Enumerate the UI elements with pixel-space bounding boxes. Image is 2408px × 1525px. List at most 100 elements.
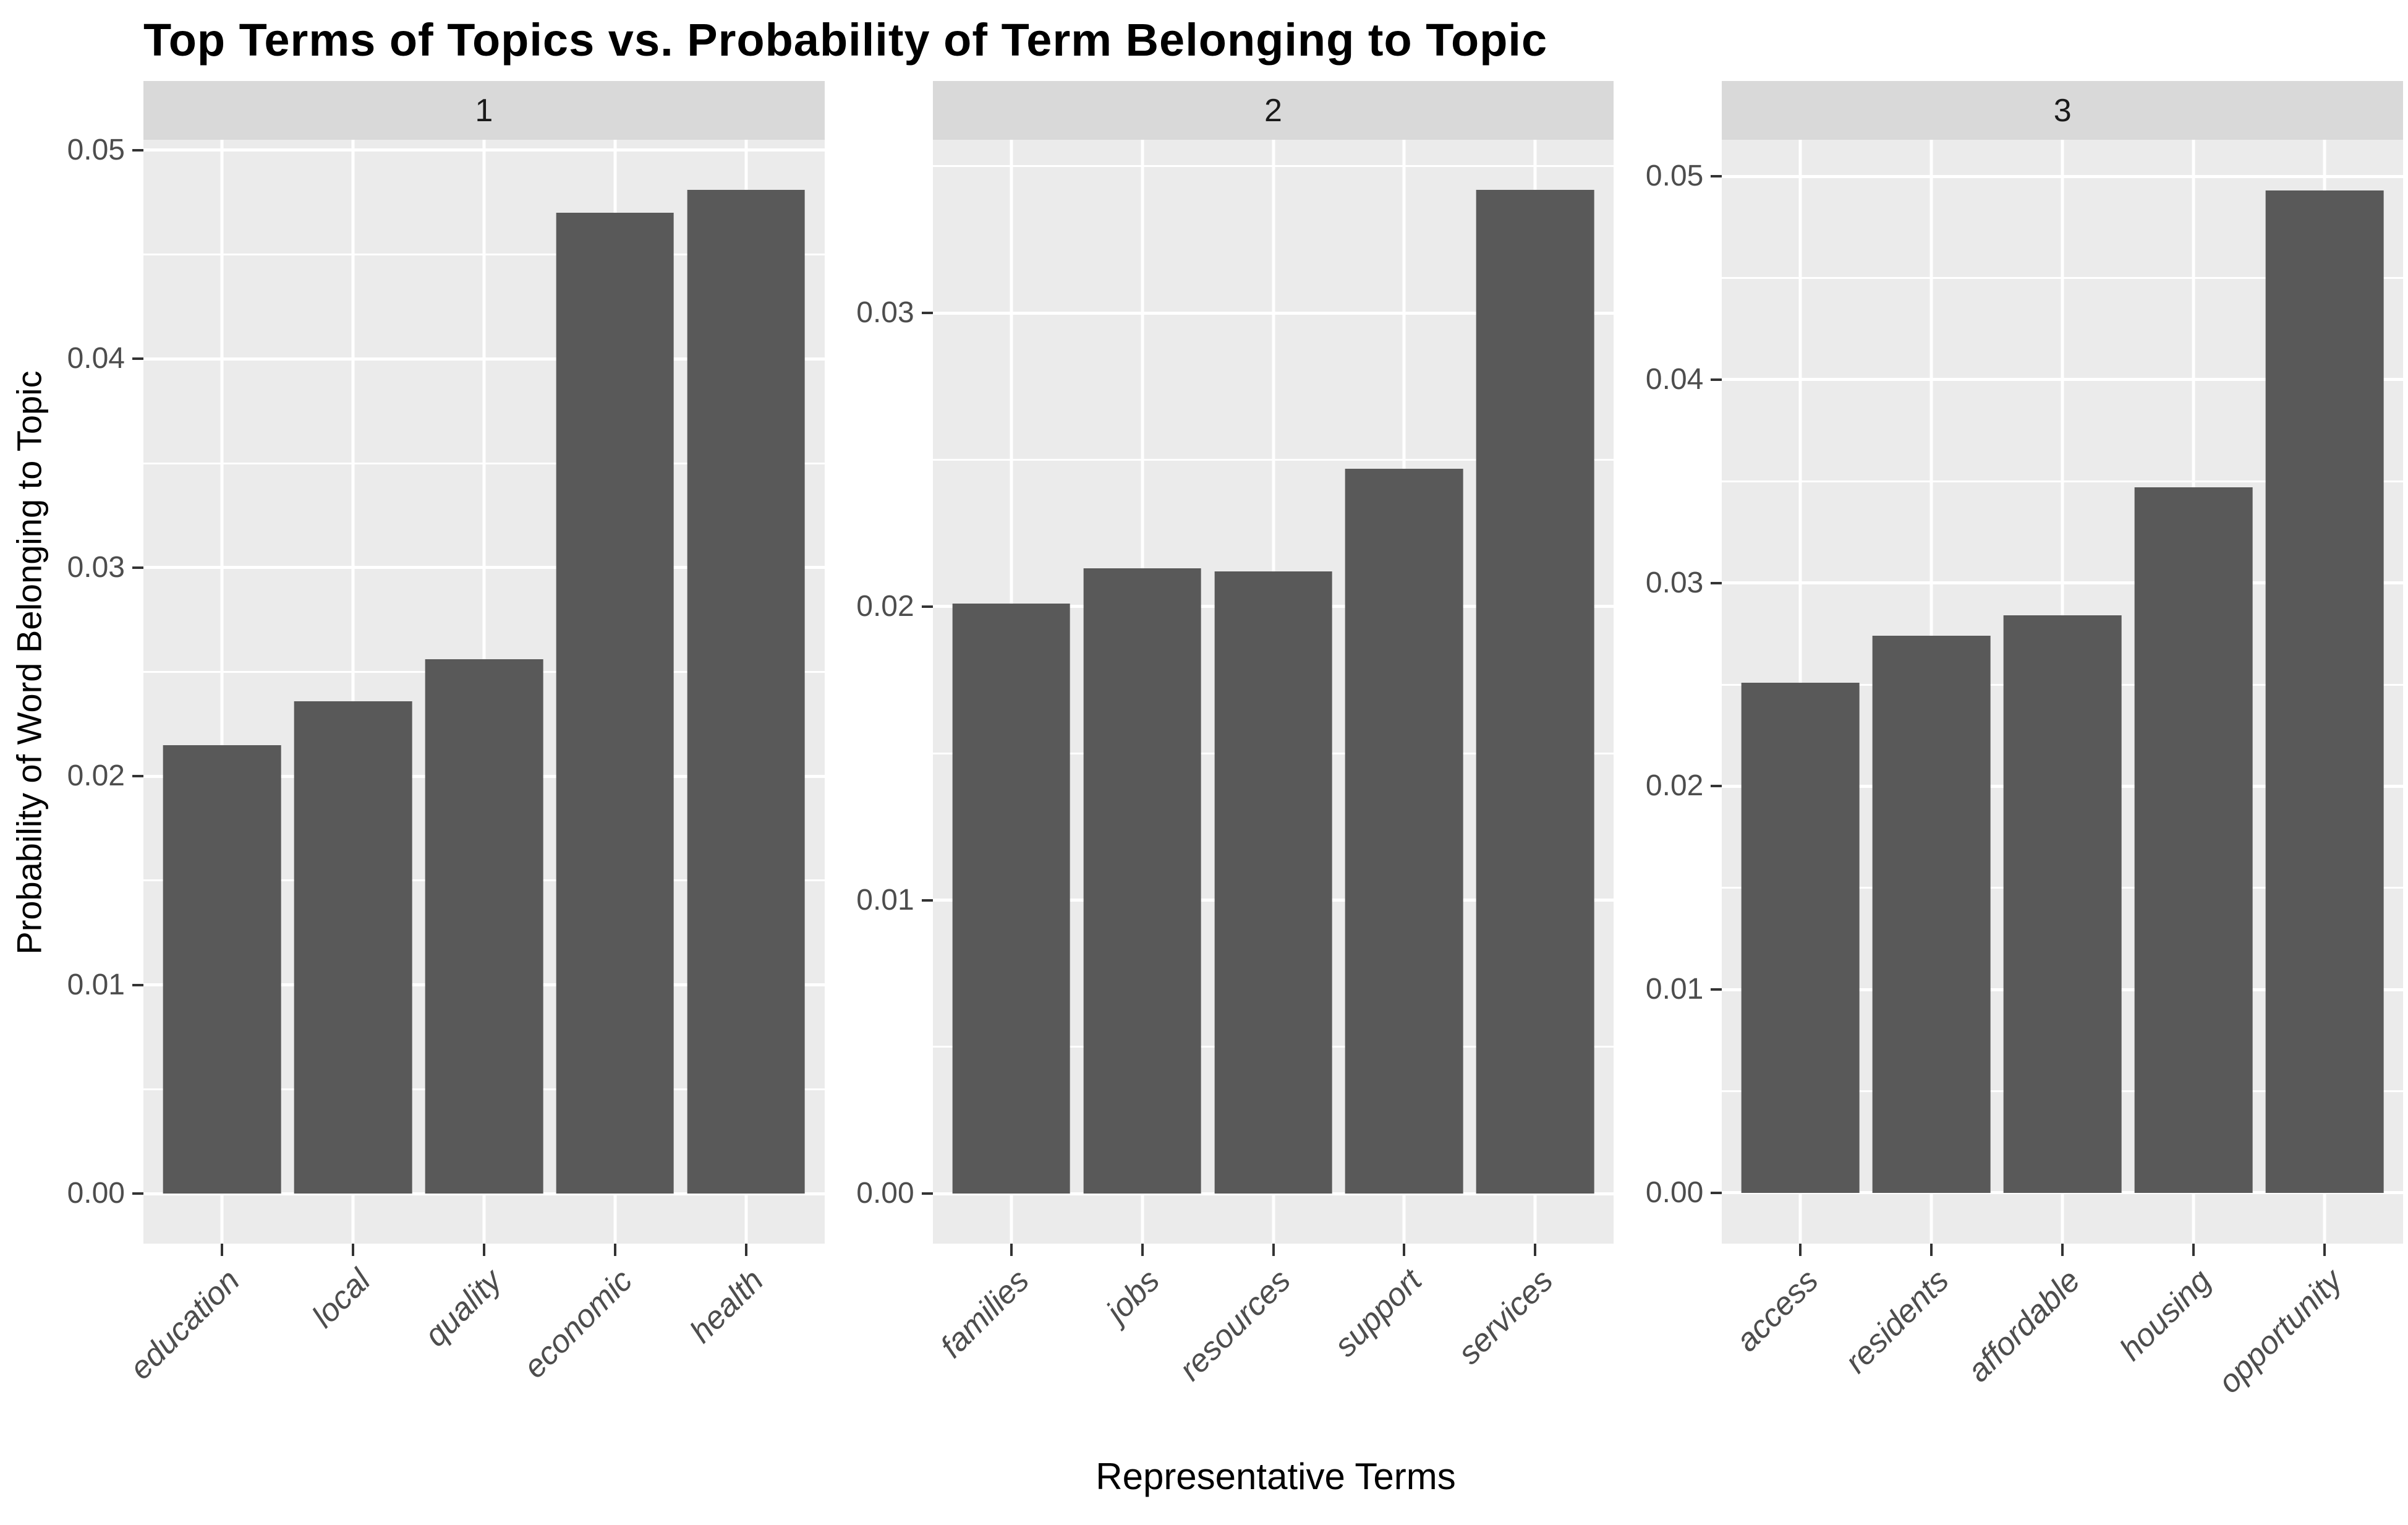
bar-affordable [2003,615,2122,1193]
bar-access [1742,682,1860,1193]
facet-strip-label: 2 [1264,92,1282,129]
x-tick-mark [613,1244,616,1256]
y-tick-mark [921,312,933,315]
x-tick-label: education [122,1262,247,1387]
y-tick-label: 0.01 [67,968,125,1001]
x-axis-facet-1: education local quality economic health [122,1244,825,1448]
bar-health [687,190,805,1194]
x-tick-label: housing [2112,1262,2218,1368]
y-axis-title: Probability of Word Belonging to Topic [9,370,49,955]
y-tick-label: 0.01 [1645,973,1704,1006]
y-tick-mark [1711,988,1722,991]
y-tick-mark [132,775,143,778]
y-tick-label: 0.04 [67,342,125,375]
facets: 0.00 0.01 0.02 0.03 0.04 0.05 1 education local q… [51,81,2408,1448]
y-tick-label: 0.02 [856,589,914,623]
x-tick-label: quality [417,1262,509,1354]
facet-strip: 1 [143,81,825,140]
x-tick-label: residents [1838,1262,1956,1380]
y-tick-label: 0.04 [1645,362,1704,396]
x-tick-label: health [683,1262,771,1350]
bar-opportunity [2265,190,2384,1193]
bar-jobs [1083,568,1201,1194]
x-tick-label: access [1729,1262,1826,1359]
bar-housing [2134,487,2253,1193]
x-tick-mark [744,1244,747,1256]
y-axis-facet-2: 0.00 0.01 0.02 0.03 [840,140,933,1244]
x-tick-mark [2192,1244,2195,1256]
y-tick-label: 0.01 [856,883,914,916]
page-title: Top Terms of Topics vs. Probability of T… [143,14,1548,66]
y-tick-mark [921,605,933,608]
y-tick-mark [132,566,143,569]
y-tick-label: 0.00 [67,1177,125,1210]
x-tick-label: families [933,1262,1036,1365]
x-tick-mark [221,1244,224,1256]
facet-panel-1 [143,140,825,1244]
x-tick-mark [1010,1244,1013,1256]
x-tick-mark [482,1244,485,1256]
x-tick-label: affordable [1960,1262,2087,1390]
facet-strip: 2 [932,81,1614,140]
y-tick-mark [1711,175,1722,178]
x-axis-facet-3: access residents affordable housing opportun… [1722,1244,2403,1448]
bar-education [163,745,281,1194]
y-tick-mark [1711,1191,1722,1194]
y-tick-mark [132,983,143,986]
y-tick-mark [132,148,143,152]
y-tick-mark [132,357,143,361]
y-tick-mark [1711,581,1722,584]
x-tick-mark [1403,1244,1406,1256]
bar-economic [556,213,674,1194]
y-tick-label: 0.03 [1645,566,1704,599]
vertical-gridline [351,140,355,1244]
x-tick-mark [2323,1244,2326,1256]
x-tick-label: local [305,1262,378,1335]
facet-strip-label: 1 [475,92,493,129]
figure: Top Terms of Topics vs. Probability of T… [0,14,2408,1525]
bar-quality [425,659,543,1194]
y-tick-label: 0.00 [1645,1176,1704,1209]
x-tick-mark [1534,1244,1537,1256]
facet-strip-label: 3 [2053,92,2072,129]
facet-panel-2 [932,140,1614,1244]
bar-services [1476,189,1594,1194]
y-tick-label: 0.05 [1645,160,1704,193]
y-tick-label: 0.05 [67,133,125,166]
plot-area: Probability of Word Belonging to Topic 0… [7,81,2408,1448]
bar-support [1345,468,1463,1194]
y-tick-label: 0.02 [67,759,125,793]
x-axis-title: Representative Terms [1096,1456,1456,1497]
facet-strip: 3 [1722,81,2404,140]
y-tick-label: 0.03 [856,296,914,330]
x-tick-label: opportunity [2211,1262,2349,1401]
y-axis-facet-1: 0.00 0.01 0.02 0.03 0.04 0.05 [51,135,143,1244]
x-tick-label: jobs [1099,1262,1167,1330]
y-tick-mark [1711,785,1722,788]
facet-3: 0.00 0.01 0.02 0.03 0.04 0.05 3 access residents… [1629,81,2404,1448]
y-tick-label: 0.00 [856,1177,914,1210]
y-tick-label: 0.02 [1645,769,1704,803]
x-tick-label: economic [516,1262,640,1385]
x-tick-label: resources [1172,1262,1298,1388]
bar-resources [1214,571,1332,1194]
x-tick-mark [2061,1244,2064,1256]
facet-panel-3 [1722,140,2404,1244]
vertical-gridline [220,140,224,1244]
y-tick-mark [1711,378,1722,381]
x-tick-label: services [1450,1262,1560,1372]
facet-1: 0.00 0.01 0.02 0.03 0.04 0.05 1 education local q… [51,81,825,1448]
bar-families [952,604,1071,1194]
x-tick-mark [1272,1244,1275,1256]
facet-2: 0.00 0.01 0.02 0.03 2 families jobs resources su… [840,81,1614,1448]
x-tick-mark [351,1244,354,1256]
y-axis-facet-3: 0.00 0.01 0.02 0.03 0.04 0.05 [1629,140,1722,1244]
x-tick-label: support [1327,1262,1429,1364]
x-tick-mark [1799,1244,1802,1256]
y-tick-mark [132,1192,143,1195]
x-axis-facet-2: families jobs resources support services [933,1244,1614,1448]
bar-residents [1872,636,1991,1193]
x-tick-mark [1930,1244,1933,1256]
y-tick-mark [921,899,933,902]
y-tick-label: 0.03 [67,550,125,584]
